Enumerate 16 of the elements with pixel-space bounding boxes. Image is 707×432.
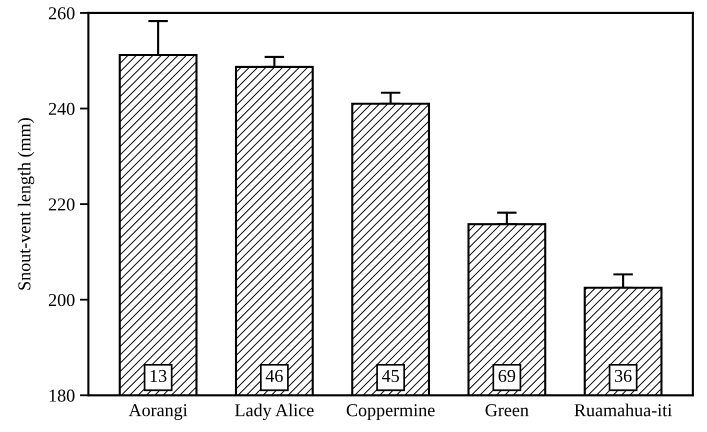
y-tick-label: 220 [48, 198, 74, 211]
annotation: 13 [150, 370, 166, 382]
y-tick-label: 180 [50, 390, 74, 402]
x-tick-label: Aorangi [128, 404, 188, 420]
annotation: 45 [382, 370, 399, 382]
annotation: 69 [498, 370, 516, 382]
y-tick-label: 200 [48, 294, 74, 306]
y-axis-title: Snout-vent length (mm) [18, 118, 34, 290]
annotation: 46 [266, 370, 283, 382]
x-tick-label: Coppermine [346, 404, 435, 420]
x-tick-label: Lady Alice [235, 404, 314, 420]
y-tick-label: 260 [48, 7, 74, 20]
annotation: 36 [614, 370, 632, 382]
y-tick-label: 240 [48, 102, 74, 115]
x-tick-label: Green [486, 404, 529, 416]
x-tick-label: Ruamahua-iti [574, 404, 672, 416]
